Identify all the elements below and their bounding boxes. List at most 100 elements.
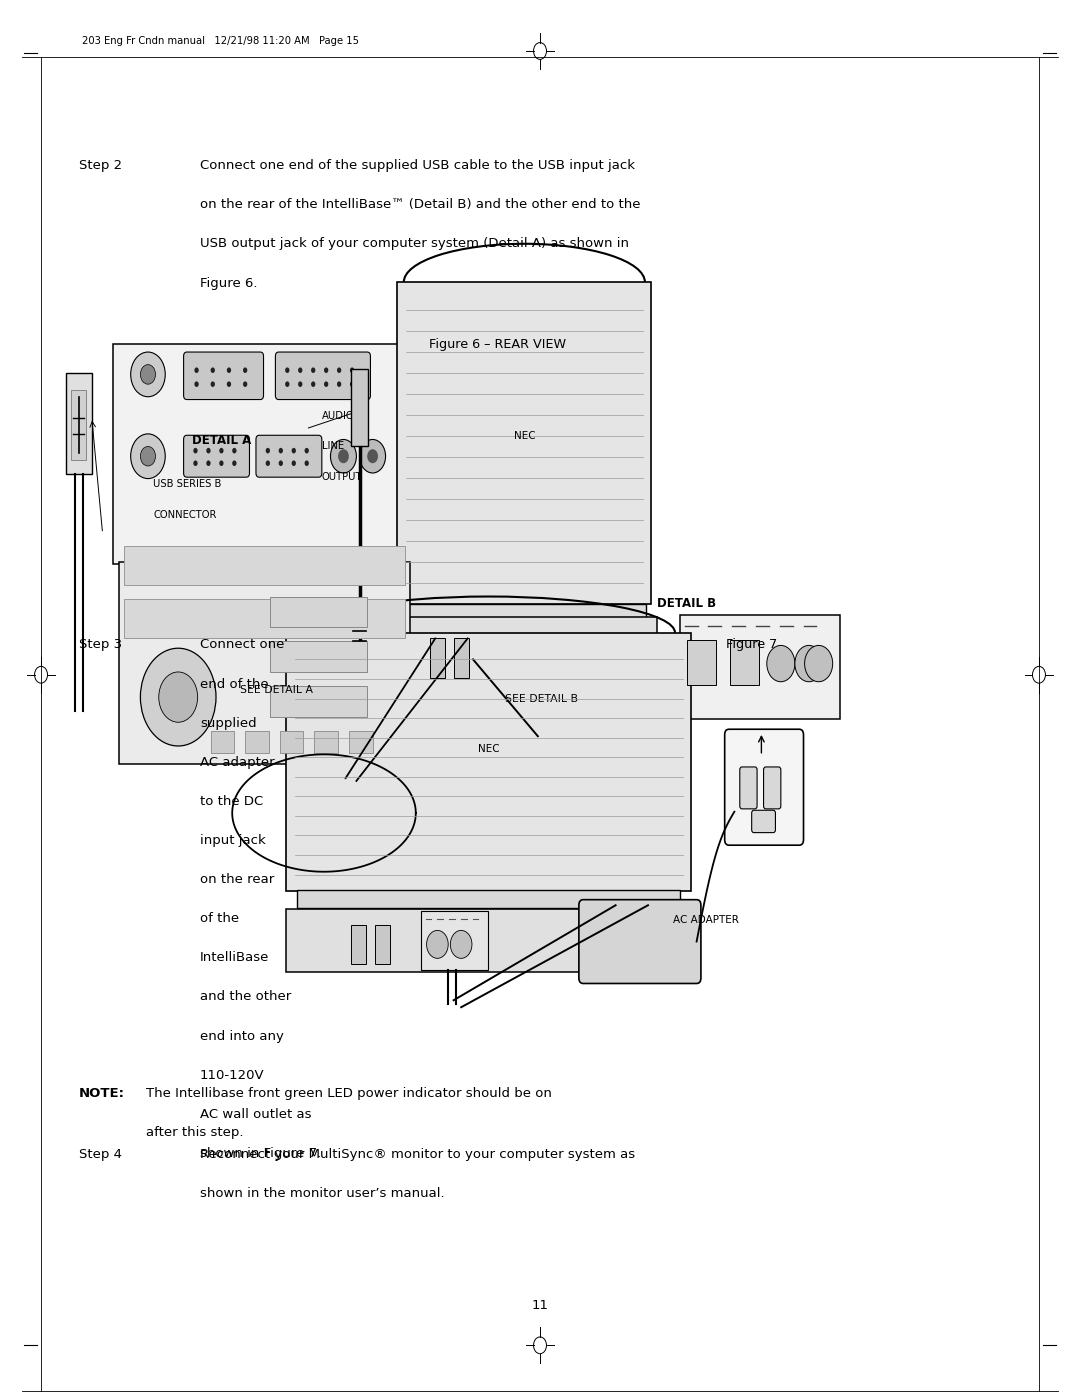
Circle shape — [311, 381, 315, 387]
Text: Figure 6 – REAR VIEW: Figure 6 – REAR VIEW — [429, 338, 566, 351]
FancyBboxPatch shape — [270, 641, 367, 672]
Circle shape — [206, 461, 211, 467]
Text: to the DC: to the DC — [200, 795, 264, 807]
FancyBboxPatch shape — [375, 925, 390, 964]
Circle shape — [311, 367, 315, 373]
Text: input jack: input jack — [200, 834, 266, 847]
FancyBboxPatch shape — [687, 640, 716, 685]
Circle shape — [360, 440, 386, 474]
Text: Step 3: Step 3 — [79, 638, 122, 651]
Text: 11: 11 — [531, 1299, 549, 1312]
Text: SEE DETAIL A: SEE DETAIL A — [240, 685, 313, 694]
Circle shape — [795, 645, 823, 682]
FancyBboxPatch shape — [351, 925, 366, 964]
Text: 203 Eng Fr Cndn manual   12/21/98 11:20 AM   Page 15: 203 Eng Fr Cndn manual 12/21/98 11:20 AM… — [82, 35, 359, 46]
Circle shape — [219, 461, 224, 467]
FancyBboxPatch shape — [392, 617, 657, 694]
Text: Figure 6.: Figure 6. — [200, 277, 257, 289]
Circle shape — [337, 381, 341, 387]
FancyBboxPatch shape — [280, 731, 303, 753]
FancyBboxPatch shape — [579, 900, 701, 983]
Circle shape — [219, 448, 224, 454]
Text: SEE DETAIL B: SEE DETAIL B — [505, 694, 579, 704]
Circle shape — [131, 434, 165, 479]
FancyBboxPatch shape — [211, 731, 234, 753]
FancyBboxPatch shape — [286, 633, 691, 891]
Text: Figure 7: Figure 7 — [726, 638, 777, 651]
Circle shape — [227, 381, 231, 387]
Text: on the rear of the IntelliBase™ (Detail B) and the other end to the: on the rear of the IntelliBase™ (Detail … — [200, 198, 640, 211]
Circle shape — [243, 381, 247, 387]
FancyBboxPatch shape — [740, 767, 757, 809]
Text: USB SERIES B: USB SERIES B — [153, 479, 221, 489]
Circle shape — [194, 381, 199, 387]
Text: OUTPUT: OUTPUT — [322, 472, 362, 482]
FancyBboxPatch shape — [184, 436, 249, 478]
Circle shape — [211, 381, 215, 387]
Text: 110-120V: 110-120V — [200, 1069, 265, 1081]
Text: AC adapter: AC adapter — [200, 756, 274, 768]
Circle shape — [266, 461, 270, 467]
Circle shape — [324, 367, 328, 373]
Circle shape — [805, 645, 833, 682]
Text: after this step.: after this step. — [146, 1126, 243, 1139]
Circle shape — [292, 461, 296, 467]
Circle shape — [193, 461, 198, 467]
Circle shape — [367, 450, 378, 464]
FancyBboxPatch shape — [124, 546, 405, 585]
Circle shape — [193, 448, 198, 454]
FancyBboxPatch shape — [403, 604, 646, 620]
Circle shape — [211, 367, 215, 373]
Text: Step 4: Step 4 — [79, 1148, 122, 1161]
Circle shape — [767, 645, 795, 682]
Circle shape — [427, 930, 448, 958]
Circle shape — [243, 367, 247, 373]
FancyBboxPatch shape — [349, 731, 373, 753]
Text: AC ADAPTER: AC ADAPTER — [673, 915, 739, 925]
Circle shape — [279, 448, 283, 454]
FancyBboxPatch shape — [286, 909, 691, 972]
Text: AC wall outlet as: AC wall outlet as — [200, 1108, 311, 1120]
Text: shown in the monitor user’s manual.: shown in the monitor user’s manual. — [200, 1187, 445, 1200]
Circle shape — [285, 381, 289, 387]
FancyBboxPatch shape — [725, 729, 804, 845]
FancyBboxPatch shape — [245, 731, 269, 753]
FancyBboxPatch shape — [297, 890, 680, 908]
Text: DETAIL A: DETAIL A — [192, 434, 252, 447]
Circle shape — [232, 448, 237, 454]
Circle shape — [305, 461, 309, 467]
Text: end of the: end of the — [200, 678, 269, 690]
Text: on the rear: on the rear — [200, 873, 274, 886]
Circle shape — [298, 381, 302, 387]
Circle shape — [337, 367, 341, 373]
FancyBboxPatch shape — [270, 686, 367, 717]
FancyBboxPatch shape — [113, 344, 410, 564]
Circle shape — [330, 440, 356, 474]
Circle shape — [324, 381, 328, 387]
Text: AUDIO: AUDIO — [322, 411, 354, 420]
Text: The Intellibase front green LED power indicator should be on: The Intellibase front green LED power in… — [146, 1087, 552, 1099]
FancyBboxPatch shape — [351, 369, 368, 446]
FancyBboxPatch shape — [430, 638, 445, 678]
Circle shape — [292, 448, 296, 454]
Text: shown in Figure 7.: shown in Figure 7. — [200, 1147, 321, 1160]
Text: CONNECTOR: CONNECTOR — [153, 510, 217, 520]
Text: DETAIL B: DETAIL B — [657, 597, 716, 609]
Text: Reconnect your MultiSync® monitor to your computer system as: Reconnect your MultiSync® monitor to you… — [200, 1148, 635, 1161]
FancyBboxPatch shape — [256, 436, 322, 478]
Circle shape — [194, 367, 199, 373]
FancyBboxPatch shape — [752, 810, 775, 833]
FancyBboxPatch shape — [454, 638, 469, 678]
FancyBboxPatch shape — [680, 615, 840, 719]
Circle shape — [266, 448, 270, 454]
FancyBboxPatch shape — [421, 911, 488, 970]
Circle shape — [159, 672, 198, 722]
Circle shape — [338, 450, 349, 464]
FancyBboxPatch shape — [71, 390, 86, 460]
Text: Connect one: Connect one — [200, 638, 284, 651]
Circle shape — [140, 447, 156, 467]
Circle shape — [350, 381, 354, 387]
FancyBboxPatch shape — [314, 731, 338, 753]
Text: LINE: LINE — [322, 441, 343, 451]
Circle shape — [131, 352, 165, 397]
